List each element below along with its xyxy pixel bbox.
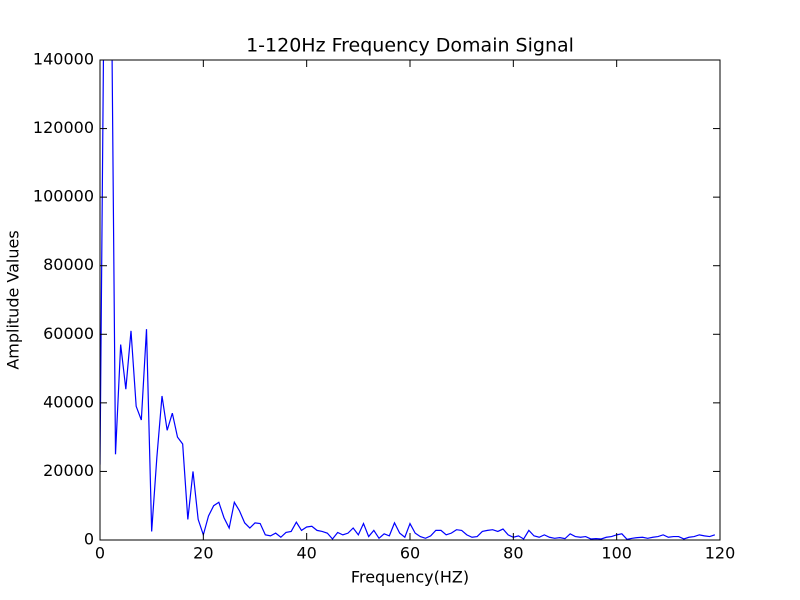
y-tick-label: 100000 [33,187,94,206]
x-tick-label: 40 [296,544,316,563]
y-tick-label: 20000 [43,461,94,480]
x-tick-label: 60 [400,544,420,563]
y-axis-label: Amplitude Values [4,230,23,369]
x-tick-label: 100 [601,544,632,563]
x-tick-label: 80 [503,544,523,563]
y-tick-label: 120000 [33,118,94,137]
plot-frame [99,59,721,541]
x-tick-label: 0 [95,544,105,563]
y-tick-label: 0 [84,530,94,549]
y-tick-label: 60000 [43,324,94,343]
x-tick-label: 120 [705,544,736,563]
y-tick-label: 40000 [43,392,94,411]
chart-title: 1-120Hz Frequency Domain Signal [246,35,574,57]
x-axis-label: Frequency(HZ) [351,568,469,587]
line-series [100,60,716,540]
x-tick-label: 20 [193,544,213,563]
y-tick-label: 80000 [43,255,94,274]
y-tick-label: 140000 [33,50,94,69]
